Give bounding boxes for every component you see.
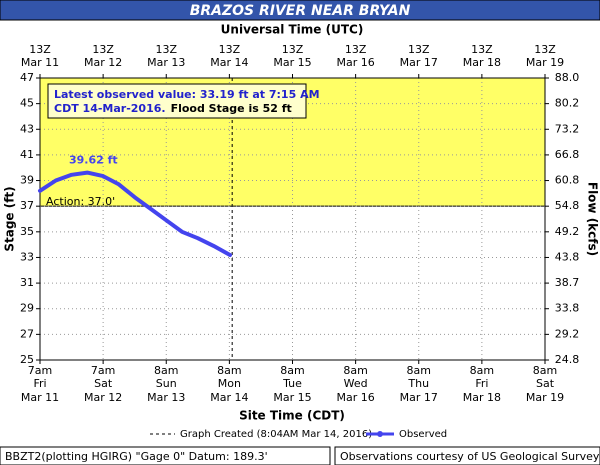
x-tick-label: Sat bbox=[94, 377, 113, 390]
y-tick-label: 33 bbox=[20, 250, 34, 263]
y2-tick-label: 43.8 bbox=[555, 250, 580, 263]
x-tick-label: 8am bbox=[407, 364, 431, 377]
y2-tick-label: 80.2 bbox=[555, 97, 580, 110]
top-x-tick-label: Mar 18 bbox=[463, 56, 501, 69]
latest-line1: Latest observed value: 33.19 ft at 7:15 … bbox=[54, 88, 320, 101]
x-tick-label: Mar 16 bbox=[337, 391, 375, 404]
top-x-tick-label: 13Z bbox=[29, 43, 51, 56]
x-tick-label: Mar 13 bbox=[147, 391, 185, 404]
top-x-tick-label: Mar 12 bbox=[84, 56, 122, 69]
x-tick-label: 8am bbox=[280, 364, 304, 377]
top-x-tick-label: 13Z bbox=[471, 43, 493, 56]
latest-box bbox=[47, 83, 307, 119]
top-x-tick-label: Mar 14 bbox=[210, 56, 248, 69]
footer-box bbox=[0, 446, 331, 465]
top-x-tick-label: Mar 17 bbox=[400, 56, 438, 69]
x-tick-label: 8am bbox=[533, 364, 557, 377]
top-x-tick-label: 13Z bbox=[534, 43, 556, 56]
top-x-tick-label: 13Z bbox=[282, 43, 304, 56]
y2-tick-label: 29.2 bbox=[555, 327, 580, 340]
latest-date: CDT 14-Mar-2016. bbox=[54, 102, 166, 115]
x-tick-label: Mar 14 bbox=[210, 391, 248, 404]
x-tick-label: 8am bbox=[343, 364, 367, 377]
top-x-tick-label: Mar 19 bbox=[526, 56, 564, 69]
y2-tick-label: 54.8 bbox=[555, 199, 580, 212]
title-bar bbox=[0, 0, 600, 21]
x-tick-label: 8am bbox=[470, 364, 494, 377]
y-tick-label: 47 bbox=[20, 71, 34, 84]
x-tick-label: Sun bbox=[156, 377, 177, 390]
y2-axis-title: Flow (kcfs) bbox=[586, 182, 600, 256]
y-tick-label: 41 bbox=[20, 148, 34, 161]
legend-label: Observed bbox=[399, 429, 447, 440]
x-axis-title: Site Time (CDT) bbox=[239, 409, 345, 423]
x-tick-label: Mar 19 bbox=[526, 391, 564, 404]
y2-tick-label: 33.8 bbox=[555, 302, 580, 315]
x-tick-label: 7am bbox=[91, 364, 115, 377]
y-tick-label: 45 bbox=[20, 97, 34, 110]
y2-tick-label: 38.7 bbox=[555, 276, 580, 289]
y2-tick-label: 66.8 bbox=[555, 148, 580, 161]
latest-line2: CDT 14-Mar-2016. Flood Stage is 52 ft bbox=[54, 102, 292, 115]
y2-tick-label: 88.0 bbox=[555, 71, 580, 84]
x-tick-label: Mar 11 bbox=[21, 391, 59, 404]
y-tick-label: 35 bbox=[20, 225, 34, 238]
series-line bbox=[38, 170, 232, 257]
y-tick-label: 43 bbox=[20, 122, 34, 135]
top-x-tick-label: 13Z bbox=[408, 43, 430, 56]
y-tick-label: 25 bbox=[20, 353, 34, 366]
x-tick-label: Mar 17 bbox=[400, 391, 438, 404]
x-tick-label: Fri bbox=[475, 377, 488, 390]
footer-left: BBZT2(plotting HGIRG) "Gage 0" Datum: 18… bbox=[5, 450, 268, 463]
x-tick-label: 8am bbox=[217, 364, 241, 377]
x-tick-label: Fri bbox=[33, 377, 46, 390]
peak-label: 39.62 ft bbox=[69, 154, 118, 167]
action-label: Action: 37.0' bbox=[46, 195, 115, 208]
footer-box bbox=[334, 446, 600, 465]
y-tick-label: 37 bbox=[20, 199, 34, 212]
x-tick-label: Mar 18 bbox=[463, 391, 501, 404]
footer-right: Observations courtesy of US Geological S… bbox=[340, 450, 600, 463]
legend-icon-dot bbox=[377, 431, 383, 437]
x-tick-label: 7am bbox=[28, 364, 52, 377]
x-tick-label: Wed bbox=[344, 377, 368, 390]
x-tick-label: Mar 15 bbox=[273, 391, 311, 404]
y2-tick-label: 73.2 bbox=[555, 122, 580, 135]
x-tick-label: Mar 12 bbox=[84, 391, 122, 404]
x-tick-label: Sat bbox=[536, 377, 555, 390]
x-tick-label: Mon bbox=[218, 377, 241, 390]
x-tick-label: Thu bbox=[407, 377, 429, 390]
y-tick-label: 39 bbox=[20, 174, 34, 187]
top-x-tick-label: 13Z bbox=[219, 43, 241, 56]
plot-frame bbox=[39, 77, 546, 361]
y2-tick-label: 49.2 bbox=[555, 225, 580, 238]
chart-title: BRAZOS RIVER NEAR BRYAN bbox=[190, 3, 411, 19]
top-axis-title: Universal Time (UTC) bbox=[221, 23, 364, 37]
top-x-tick-label: 13Z bbox=[345, 43, 367, 56]
top-x-tick-label: 13Z bbox=[155, 43, 177, 56]
top-x-tick-label: Mar 13 bbox=[147, 56, 185, 69]
top-x-tick-label: 13Z bbox=[92, 43, 114, 56]
y-tick-label: 27 bbox=[20, 327, 34, 340]
y-tick-label: 31 bbox=[20, 276, 34, 289]
top-x-tick-label: Mar 11 bbox=[21, 56, 59, 69]
top-x-tick-label: Mar 16 bbox=[337, 56, 375, 69]
legend-created: Graph Created (8:04AM Mar 14, 2016) bbox=[180, 429, 372, 440]
flood-stage: Flood Stage is 52 ft bbox=[171, 102, 292, 115]
y-axis-title: Stage (ft) bbox=[3, 186, 17, 251]
y2-tick-label: 60.8 bbox=[555, 174, 580, 187]
y2-tick-label: 24.8 bbox=[555, 353, 580, 366]
x-tick-label: Tue bbox=[282, 377, 302, 390]
x-tick-label: 8am bbox=[154, 364, 178, 377]
top-x-tick-label: Mar 15 bbox=[273, 56, 311, 69]
y-tick-label: 29 bbox=[20, 302, 34, 315]
